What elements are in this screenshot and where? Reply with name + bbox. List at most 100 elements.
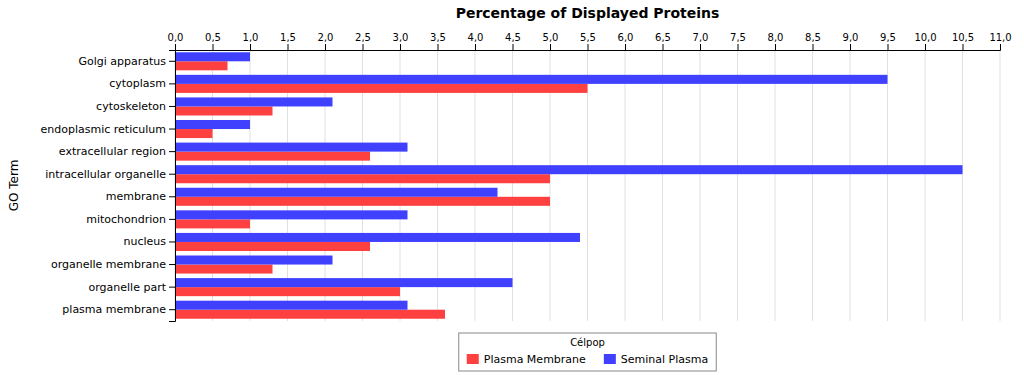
bar	[175, 256, 333, 265]
bar	[175, 84, 588, 93]
x-tick: 7,5	[730, 32, 746, 50]
tick-label: endoplasmic reticulum	[41, 123, 166, 136]
x-tick: 3,5	[430, 32, 446, 50]
bar	[175, 210, 408, 219]
y-tick: membrane	[106, 190, 175, 203]
y-tick: Golgi apparatus	[78, 55, 175, 68]
tick-mark	[169, 219, 175, 220]
x-tick: 1,5	[280, 32, 296, 50]
bar-series	[175, 52, 963, 309]
x-tick: 9,5	[880, 32, 896, 50]
y-tick: organelle membrane	[51, 258, 175, 271]
grid-line	[887, 50, 888, 321]
tick-mark	[169, 129, 175, 130]
x-tick: 6,5	[655, 32, 671, 50]
tick-mark	[738, 44, 739, 50]
y-tick: nucleus	[123, 235, 175, 248]
tick-label: 0,0	[168, 32, 184, 43]
tick-mark	[925, 44, 926, 50]
legend-label: Seminal Plasma	[621, 353, 708, 366]
tick-label: 5,5	[580, 32, 596, 43]
tick-label: 3,5	[430, 32, 446, 43]
tick-mark	[475, 44, 476, 50]
bar	[175, 120, 250, 129]
x-tick: 6,0	[618, 32, 634, 50]
tick-mark	[1000, 44, 1001, 50]
y-axis: Golgi apparatus cytoplasm cytoskeleton endo…	[41, 51, 176, 322]
tick-label: 6,5	[655, 32, 671, 43]
grid-line	[962, 50, 963, 321]
y-tick: mitochondrion	[86, 213, 175, 226]
tick-label: 3,0	[393, 32, 409, 43]
y-tick: intracellular organelle	[45, 168, 175, 181]
tick-mark	[169, 174, 175, 175]
y-tick: plasma membrane	[62, 303, 175, 316]
grid-line	[662, 50, 663, 321]
tick-mark	[288, 44, 289, 50]
tick-mark	[850, 44, 851, 50]
x-tick: 1,0	[243, 32, 259, 50]
legend-label: Plasma Membrane	[484, 353, 586, 366]
tick-mark	[888, 44, 889, 50]
tick-mark	[813, 44, 814, 50]
tick-label: nucleus	[123, 235, 166, 248]
tick-mark	[550, 44, 551, 50]
legend-frame	[459, 333, 716, 371]
tick-mark	[363, 44, 364, 50]
tick-label: 4,0	[468, 32, 484, 43]
y-tick: organelle part	[89, 281, 175, 294]
tick-label: organelle part	[89, 281, 167, 294]
tick-label: extracellular region	[59, 145, 166, 158]
tick-label: intracellular organelle	[45, 168, 166, 181]
tick-mark	[169, 61, 175, 62]
bar	[175, 287, 400, 296]
x-tick: 2,5	[355, 32, 371, 50]
tick-label: 1,5	[280, 32, 296, 43]
bar	[175, 129, 213, 138]
bar	[175, 197, 550, 206]
grid-line	[812, 50, 813, 321]
axis-line	[169, 51, 176, 322]
grid-line	[700, 50, 701, 321]
grid-line	[925, 50, 926, 321]
x-tick: 2,0	[318, 32, 334, 50]
tick-label: cytoskeleton	[96, 100, 166, 113]
bar	[175, 165, 963, 174]
tick-label: 9,5	[880, 32, 896, 43]
tick-mark	[963, 44, 964, 50]
tick-label: 7,0	[693, 32, 709, 43]
bar	[175, 143, 408, 152]
tick-mark	[169, 287, 175, 288]
bar	[175, 265, 273, 274]
grid-line	[850, 50, 851, 321]
tick-label: membrane	[106, 190, 166, 203]
tick-mark	[169, 241, 175, 242]
tick-mark	[625, 44, 626, 50]
tick-mark	[588, 44, 589, 50]
tick-mark	[438, 44, 439, 50]
x-tick: 5,5	[580, 32, 596, 50]
tick-mark	[169, 196, 175, 197]
grid	[175, 50, 1000, 321]
tick-label: 1,0	[243, 32, 259, 43]
legend-item: Plasma Membrane	[467, 353, 586, 366]
tick-mark	[169, 264, 175, 265]
y-tick: endoplasmic reticulum	[41, 123, 175, 136]
y-axis-title: GO Term	[7, 160, 21, 212]
legend-item: Seminal Plasma	[604, 353, 708, 366]
tick-mark	[169, 106, 175, 107]
tick-label: 2,5	[355, 32, 371, 43]
tick-mark	[250, 44, 251, 50]
x-tick: 4,0	[468, 32, 484, 50]
x-tick: 8,0	[768, 32, 784, 50]
x-tick: 0,0	[168, 32, 184, 50]
bar	[175, 242, 370, 251]
tick-mark	[325, 44, 326, 50]
tick-mark	[169, 309, 175, 310]
legend: CélpopPlasma MembraneSeminal Plasma	[459, 333, 716, 371]
y-tick: cytoplasm	[109, 77, 175, 90]
x-tick: 11,0	[989, 32, 1011, 50]
bar	[175, 188, 498, 197]
tick-label: 10,5	[952, 32, 974, 43]
tick-label: Golgi apparatus	[78, 55, 166, 68]
